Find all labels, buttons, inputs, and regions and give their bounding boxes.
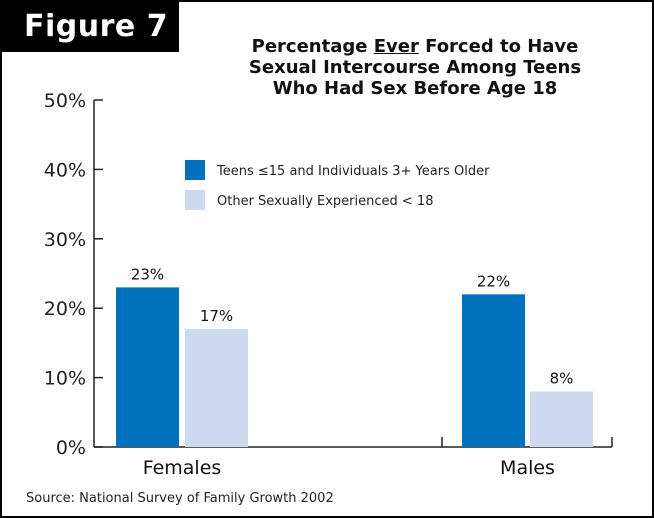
legend-label-series-2: Other Sexually Experienced < 18 [217, 194, 433, 209]
title-line-1-pre: Percentage [251, 36, 374, 57]
title-line-3: Who Had Sex Before Age 18 [272, 78, 558, 99]
y-tick-label: 40% [44, 159, 86, 181]
figure-label: Figure 7 [2, 2, 179, 52]
chart-title: Percentage Ever Forced to Have Sexual In… [195, 36, 635, 99]
data-label: 23% [131, 265, 164, 283]
title-line-2: Sexual Intercourse Among Teens [248, 57, 582, 78]
bar-females-series-2 [185, 329, 248, 447]
source-note: Source: National Survey of Family Growth… [26, 491, 334, 506]
bar-females-series-1 [116, 287, 179, 447]
data-label: 22% [477, 272, 510, 290]
y-tick-label: 50% [44, 90, 86, 112]
y-tick-label: 10% [44, 368, 86, 390]
y-tick-label: 20% [44, 298, 86, 320]
data-label: 17% [200, 307, 233, 325]
legend-swatch-series-1 [185, 160, 205, 180]
data-label: 8% [550, 369, 574, 387]
bar-males-series-2 [530, 391, 593, 447]
y-tick-label: 0% [56, 437, 86, 459]
bar-males-series-1 [462, 294, 525, 447]
title-line-1-post: Forced to Have [418, 36, 579, 57]
legend-swatch-series-2 [185, 190, 205, 210]
title-line-1-ever: Ever [373, 36, 419, 57]
legend-label-series-1: Teens ≤15 and Individuals 3+ Years Older [216, 164, 490, 179]
category-label: Females [143, 457, 222, 479]
category-label: Males [500, 457, 555, 479]
y-tick-label: 30% [44, 229, 86, 251]
title-line-1: Percentage Ever Forced to Have [195, 36, 635, 57]
